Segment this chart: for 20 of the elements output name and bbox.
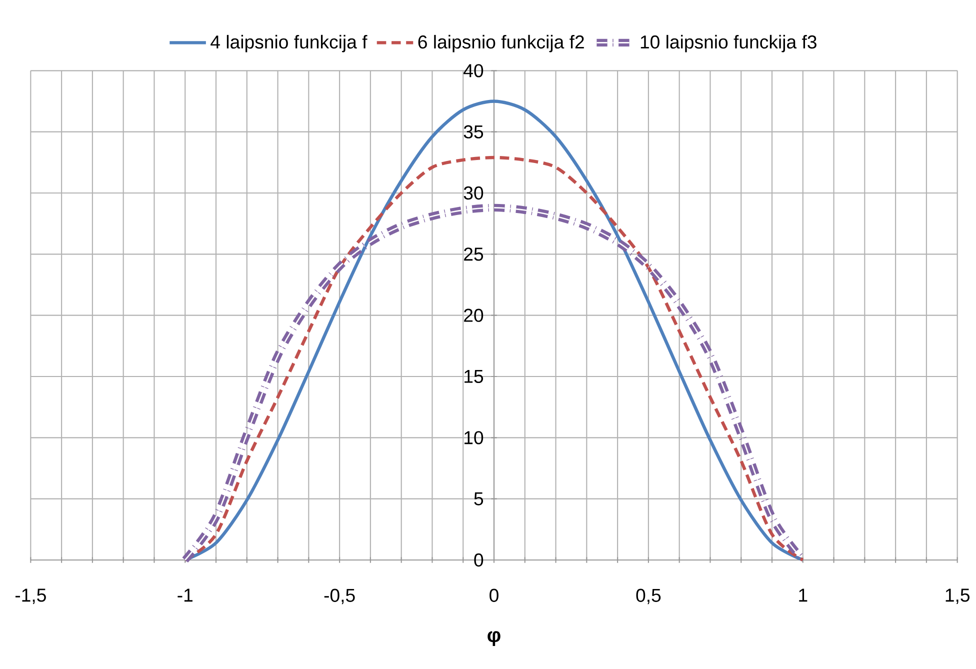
y-tick-label: 15 [464, 370, 484, 383]
y-tick-label: 40 [464, 64, 484, 78]
y-tick-label: 5 [474, 492, 484, 506]
y-tick-label: 10 [464, 430, 484, 444]
x-tick-label: -0,5 [324, 588, 355, 604]
y-tick-label: 30 [464, 186, 484, 200]
y-tick-label: 0 [474, 553, 484, 566]
x-tick-label: 1,5 [946, 588, 970, 604]
x-tick-label: 0 [490, 588, 498, 602]
x-tick-label: -1 [178, 588, 192, 602]
legend-label: 6 laipsnio funkcija f2 [418, 34, 584, 52]
y-tick-label: 20 [464, 308, 484, 322]
x-tick-label: 1 [799, 588, 808, 602]
x-tick-label: -1,5 [15, 588, 46, 604]
x-axis-title: φ [488, 630, 500, 646]
legend-label: 10 laipsnio funckija f3 [640, 34, 816, 52]
y-tick-label: 25 [464, 247, 484, 261]
y-tick-label: 35 [464, 125, 484, 138]
x-tick-label: 0,5 [636, 588, 661, 604]
legend-label: 4 laipsnio funkcija f [210, 34, 368, 52]
